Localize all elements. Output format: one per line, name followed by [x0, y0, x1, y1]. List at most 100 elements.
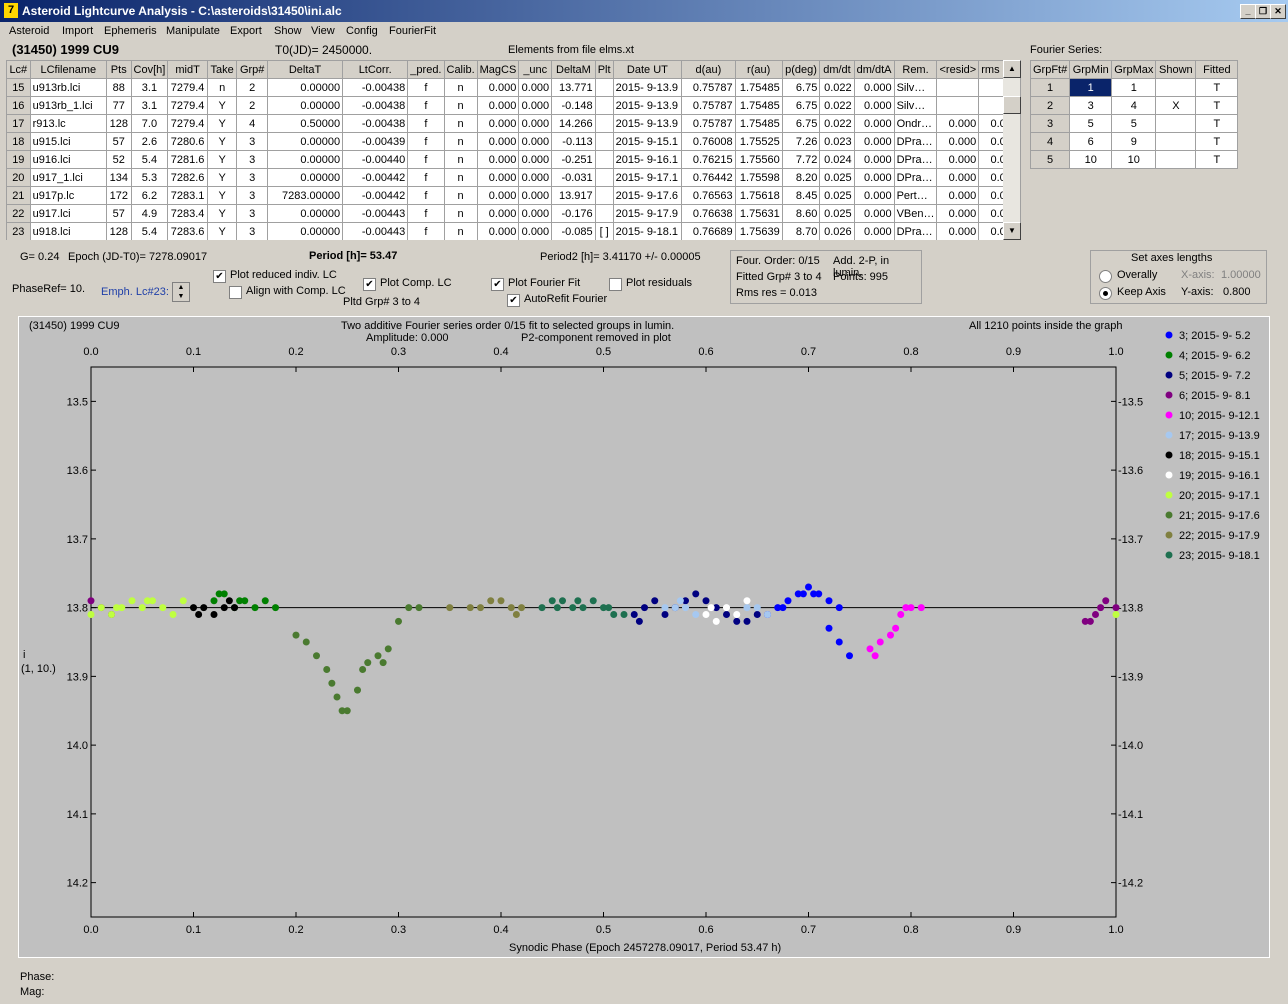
table-cell[interactable]: 0.76638 — [681, 204, 736, 223]
table-cell[interactable]: 5.4 — [130, 222, 169, 240]
table-cell[interactable]: Y — [206, 222, 238, 240]
table-cell[interactable]: 0.022 — [819, 114, 855, 133]
plot-reduced-checkbox[interactable]: ✔ — [213, 270, 226, 283]
table-cell[interactable]: 0.50000 — [266, 114, 344, 133]
table-cell[interactable]: 0.000 — [853, 78, 895, 97]
menu-view[interactable]: View — [311, 25, 335, 37]
column-header[interactable]: Cov[h] — [130, 60, 169, 79]
row-header[interactable]: 20 — [6, 168, 31, 187]
table-cell[interactable]: 0.000 — [853, 150, 895, 169]
table-cell[interactable]: Silv… — [893, 96, 938, 115]
table-cell[interactable]: 128 — [106, 222, 132, 240]
table-cell[interactable]: Pert… — [893, 186, 938, 205]
table-cell[interactable]: 7283.4 — [167, 204, 208, 223]
menu-show[interactable]: Show — [274, 25, 302, 37]
table-cell[interactable]: f — [407, 150, 445, 169]
table-cell[interactable]: 57 — [106, 204, 132, 223]
table-cell[interactable]: 0.000 — [518, 186, 553, 205]
table-cell[interactable]: 0.000 — [936, 132, 980, 151]
table-cell[interactable]: Y — [206, 186, 238, 205]
emph-spinner[interactable]: ▲ ▼ — [172, 282, 190, 302]
table-cell[interactable]: 0.000 — [476, 78, 520, 97]
table-cell[interactable]: u915.lci — [29, 132, 108, 151]
table-cell[interactable]: 0.000 — [476, 222, 520, 240]
column-header[interactable]: MagCS — [476, 60, 520, 79]
table-cell[interactable]: VBen… — [893, 204, 938, 223]
table-cell[interactable]: 0.00000 — [266, 132, 344, 151]
table-cell[interactable]: [ ] — [594, 222, 614, 240]
table-cell[interactable]: 0.00000 — [266, 96, 344, 115]
table-cell[interactable]: u917.lci — [29, 204, 108, 223]
table-cell[interactable]: 0.022 — [819, 96, 855, 115]
column-header[interactable]: Take — [206, 60, 238, 79]
table-cell[interactable]: Y — [206, 204, 238, 223]
table-cell[interactable]: n — [443, 78, 478, 97]
table-cell[interactable]: 1.75485 — [734, 96, 783, 115]
table-row[interactable]: 19 u916.lci 52 5.4 7281.6 Y 3 0.00000 -0.00440 f n… — [6, 150, 1021, 169]
fourier-row-header[interactable]: 1 — [1029, 78, 1071, 97]
menu-export[interactable]: Export — [230, 25, 262, 37]
table-cell[interactable]: 2.6 — [130, 132, 169, 151]
table-cell[interactable]: 0.00000 — [266, 78, 344, 97]
table-cell[interactable]: -0.031 — [551, 168, 596, 187]
column-header[interactable]: Pts — [106, 60, 132, 79]
table-cell[interactable]: 0.025 — [819, 186, 855, 205]
table-cell[interactable]: DPra… — [893, 222, 938, 240]
table-cell[interactable]: 2015- 9-16.1 — [612, 150, 683, 169]
scroll-down-icon[interactable]: ▼ — [1003, 222, 1021, 240]
table-cell[interactable]: 0.000 — [853, 96, 895, 115]
table-cell[interactable]: 1.75525 — [734, 132, 783, 151]
column-header[interactable]: Grp# — [236, 60, 268, 79]
table-cell[interactable]: n — [443, 168, 478, 187]
table-cell[interactable]: u916.lci — [29, 150, 108, 169]
table-cell[interactable]: 7.26 — [781, 132, 821, 151]
fourier-row-header[interactable]: 4 — [1029, 132, 1071, 151]
column-header[interactable]: p(deg) — [781, 60, 821, 79]
fourier-cell[interactable]: 5 — [1069, 114, 1113, 133]
minimize-button[interactable]: _ — [1240, 4, 1256, 19]
table-cell[interactable]: 2015- 9-13.9 — [612, 78, 683, 97]
table-cell[interactable]: 7.0 — [130, 114, 169, 133]
row-header[interactable]: 17 — [6, 114, 31, 133]
table-cell[interactable]: 2 — [236, 96, 268, 115]
table-cell[interactable]: -0.00442 — [342, 168, 409, 187]
fourier-cell[interactable]: X — [1155, 96, 1197, 115]
table-cell[interactable]: 6.2 — [130, 186, 169, 205]
table-cell[interactable]: 2 — [236, 78, 268, 97]
table-cell[interactable]: 172 — [106, 186, 132, 205]
table-cell[interactable]: 134 — [106, 168, 132, 187]
row-header[interactable]: 16 — [6, 96, 31, 115]
table-cell[interactable]: 8.70 — [781, 222, 821, 240]
table-cell[interactable]: f — [407, 222, 445, 240]
table-cell[interactable]: 7283.00000 — [266, 186, 344, 205]
table-cell[interactable]: -0.00443 — [342, 222, 409, 240]
table-row[interactable]: 16 u913rb_1.lci 77 3.1 7279.4 Y 2 0.00000 -0.004… — [6, 96, 1021, 115]
column-header[interactable]: Plt — [594, 60, 614, 79]
table-cell[interactable]: 7282.6 — [167, 168, 208, 187]
table-cell[interactable]: f — [407, 114, 445, 133]
phaseref-value[interactable]: PhaseRef= 10. — [12, 283, 86, 295]
table-cell[interactable]: 0.000 — [936, 204, 980, 223]
table-cell[interactable]: -0.00439 — [342, 132, 409, 151]
table-row[interactable]: 15 u913rb.lci 88 3.1 7279.4 n 2 0.00000 -0.00438… — [6, 78, 1021, 97]
table-cell[interactable] — [936, 78, 980, 97]
table-cell[interactable]: 52 — [106, 150, 132, 169]
table-cell[interactable]: 0.000 — [518, 78, 553, 97]
table-cell[interactable]: 0.000 — [476, 186, 520, 205]
fourier-cell[interactable]: T — [1195, 96, 1239, 115]
yaxis-value[interactable]: 0.800 — [1223, 286, 1251, 298]
table-cell[interactable]: 13.771 — [551, 78, 596, 97]
column-header[interactable]: Rem. — [893, 60, 938, 79]
table-cell[interactable]: 1.75618 — [734, 186, 783, 205]
fourier-cell[interactable]: 1 — [1111, 78, 1157, 97]
fourier-row-header[interactable]: 2 — [1029, 96, 1071, 115]
table-cell[interactable]: 6.75 — [781, 96, 821, 115]
plot-svg[interactable]: 0.0 0.0 0.1 0.1 0.2 0.2 0.3 0.3 0.4 0.4 0.5 0.5 0.6 0… — [19, 317, 1269, 957]
column-header[interactable]: DeltaT — [266, 60, 344, 79]
table-cell[interactable]: 0.76563 — [681, 186, 736, 205]
table-cell[interactable]: DPra… — [893, 132, 938, 151]
table-cell[interactable]: 14.266 — [551, 114, 596, 133]
align-comp-checkbox[interactable] — [229, 286, 242, 299]
